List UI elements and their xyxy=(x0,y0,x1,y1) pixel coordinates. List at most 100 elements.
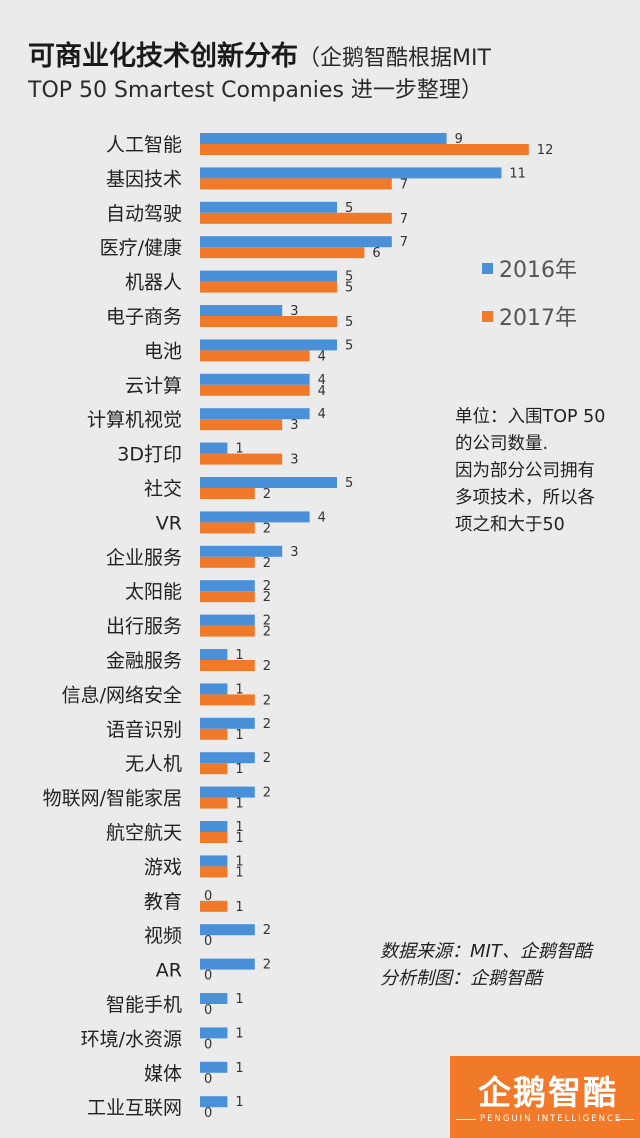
bar-2016 xyxy=(200,717,255,729)
category-label: 媒体 xyxy=(144,1063,182,1085)
bar-2017 xyxy=(200,556,255,568)
bar-2016 xyxy=(200,305,283,316)
bar-2016 xyxy=(200,270,337,282)
data-label-2017: 4 xyxy=(318,349,326,364)
category-label: 航空航天 xyxy=(106,822,182,844)
bar-2016 xyxy=(200,133,447,144)
category-label: 机器人 xyxy=(125,272,182,294)
data-label-2017: 1 xyxy=(235,900,243,915)
bar-2016 xyxy=(200,1027,228,1039)
category-label: 3D打印 xyxy=(117,444,182,466)
data-label-2016: 3 xyxy=(290,545,298,560)
logo-title: 企鹅智酷 xyxy=(478,1073,618,1112)
bar-2016 xyxy=(200,339,337,351)
data-label-2016: 2 xyxy=(263,958,271,973)
category-label: 工业互联网 xyxy=(87,1097,182,1119)
bar-2016 xyxy=(200,580,255,592)
bar-2017 xyxy=(200,453,283,465)
category-label: 语音识别 xyxy=(106,719,182,741)
legend-label-2016: 2016年 xyxy=(499,258,577,283)
data-label-2017: 4 xyxy=(318,384,326,399)
data-label-2016: 9 xyxy=(455,132,463,147)
note-line: 多项技术，所以各 xyxy=(455,488,595,508)
category-label: 智能手机 xyxy=(106,994,182,1016)
bar-2017 xyxy=(200,866,228,878)
bar-2016 xyxy=(200,786,255,798)
data-label-2016: 2 xyxy=(263,786,271,801)
category-label: 企业服务 xyxy=(106,547,182,569)
bar-2016 xyxy=(200,649,228,660)
bar-2016 xyxy=(200,821,228,832)
bar-2017 xyxy=(200,212,392,224)
bar-2016 xyxy=(200,1096,228,1108)
data-label-2017: 2 xyxy=(263,590,271,605)
category-label: 人工智能 xyxy=(106,134,182,156)
bar-2017 xyxy=(200,144,529,155)
title-line-1: 可商业化技术创新分布（企鹅智酷根据MIT xyxy=(28,40,628,76)
data-label-2017: 12 xyxy=(537,143,554,158)
note-line: 因为部分公司拥有 xyxy=(455,461,595,481)
data-label-2017: 0 xyxy=(204,969,212,984)
bar-2016 xyxy=(200,855,228,867)
data-label-2017: 3 xyxy=(290,418,298,433)
legend-item-2017: 2017年 xyxy=(482,300,577,332)
category-label: 计算机视觉 xyxy=(87,409,182,431)
data-label-2016: 4 xyxy=(318,510,326,525)
bar-2016 xyxy=(200,958,255,970)
data-label-2016: 1 xyxy=(235,648,243,663)
category-label: 太阳能 xyxy=(125,581,182,603)
data-label-2016: 1 xyxy=(235,442,243,457)
unit-note: 单位：入围TOP 50 的公司数量. 因为部分公司拥有 多项技术，所以各 项之和… xyxy=(455,404,635,539)
bar-2016 xyxy=(200,683,228,695)
data-label-2017: 0 xyxy=(204,1072,212,1087)
bar-2017 xyxy=(200,384,310,396)
data-label-2016: 2 xyxy=(263,751,271,766)
chart-title: 可商业化技术创新分布 xyxy=(28,41,298,72)
data-label-2017: 0 xyxy=(204,1037,212,1052)
source-line: 数据来源：MIT、企鹅智酷 xyxy=(380,941,592,962)
category-label: 物联网/智能家居 xyxy=(43,788,182,810)
data-label-2017: 2 xyxy=(263,556,271,571)
category-label: VR xyxy=(156,512,182,534)
data-label-2016: 5 xyxy=(345,201,353,216)
data-label-2017: 7 xyxy=(400,212,408,227)
legend-swatch-2016 xyxy=(482,262,493,274)
data-label-2016: 5 xyxy=(345,476,353,491)
bar-2016 xyxy=(200,614,255,626)
category-label: 电子商务 xyxy=(106,306,182,328)
legend-label-2017: 2017年 xyxy=(499,306,577,331)
chart-subtitle-line-2: TOP 50 Smartest Companies 进一步整理） xyxy=(28,78,483,103)
category-label: 教育 xyxy=(144,891,182,913)
bar-2016 xyxy=(200,924,255,936)
data-label-2017: 7 xyxy=(400,177,408,192)
legend-swatch-2017 xyxy=(482,310,493,322)
data-label-2017: 2 xyxy=(263,659,271,674)
category-label: 视频 xyxy=(144,925,182,947)
data-label-2016: 1 xyxy=(235,1026,243,1041)
data-label-2017: 0 xyxy=(204,1106,212,1121)
bar-2017 xyxy=(200,419,283,431)
bar-2017 xyxy=(200,591,255,603)
data-label-2016: 5 xyxy=(345,338,353,353)
data-label-2017: 1 xyxy=(235,865,243,880)
data-label-2017: 2 xyxy=(263,487,271,502)
category-label: 信息/网络安全 xyxy=(62,684,182,706)
bar-2017 xyxy=(200,522,255,534)
chart-title-block: 可商业化技术创新分布（企鹅智酷根据MIT TOP 50 Smartest Com… xyxy=(28,40,628,106)
logo-divider-left xyxy=(456,1119,476,1120)
source-note: 数据来源：MIT、企鹅智酷 分析制图：企鹅智酷 xyxy=(380,938,638,992)
chart-subtitle: （企鹅智酷根据MIT xyxy=(298,46,491,71)
category-label: AR xyxy=(156,960,182,982)
data-label-2016: 5 xyxy=(345,270,353,285)
data-label-2016: 1 xyxy=(235,1061,243,1076)
bar-2016 xyxy=(200,545,283,557)
bar-2016 xyxy=(200,236,392,248)
category-label: 游戏 xyxy=(144,856,182,878)
bar-2016 xyxy=(200,408,310,420)
bar-2017 xyxy=(200,247,365,259)
data-label-2016: 11 xyxy=(509,166,526,181)
data-label-2017: 0 xyxy=(204,1003,212,1018)
data-label-2016: 7 xyxy=(400,235,408,250)
category-label: 环境/水资源 xyxy=(81,1028,182,1050)
